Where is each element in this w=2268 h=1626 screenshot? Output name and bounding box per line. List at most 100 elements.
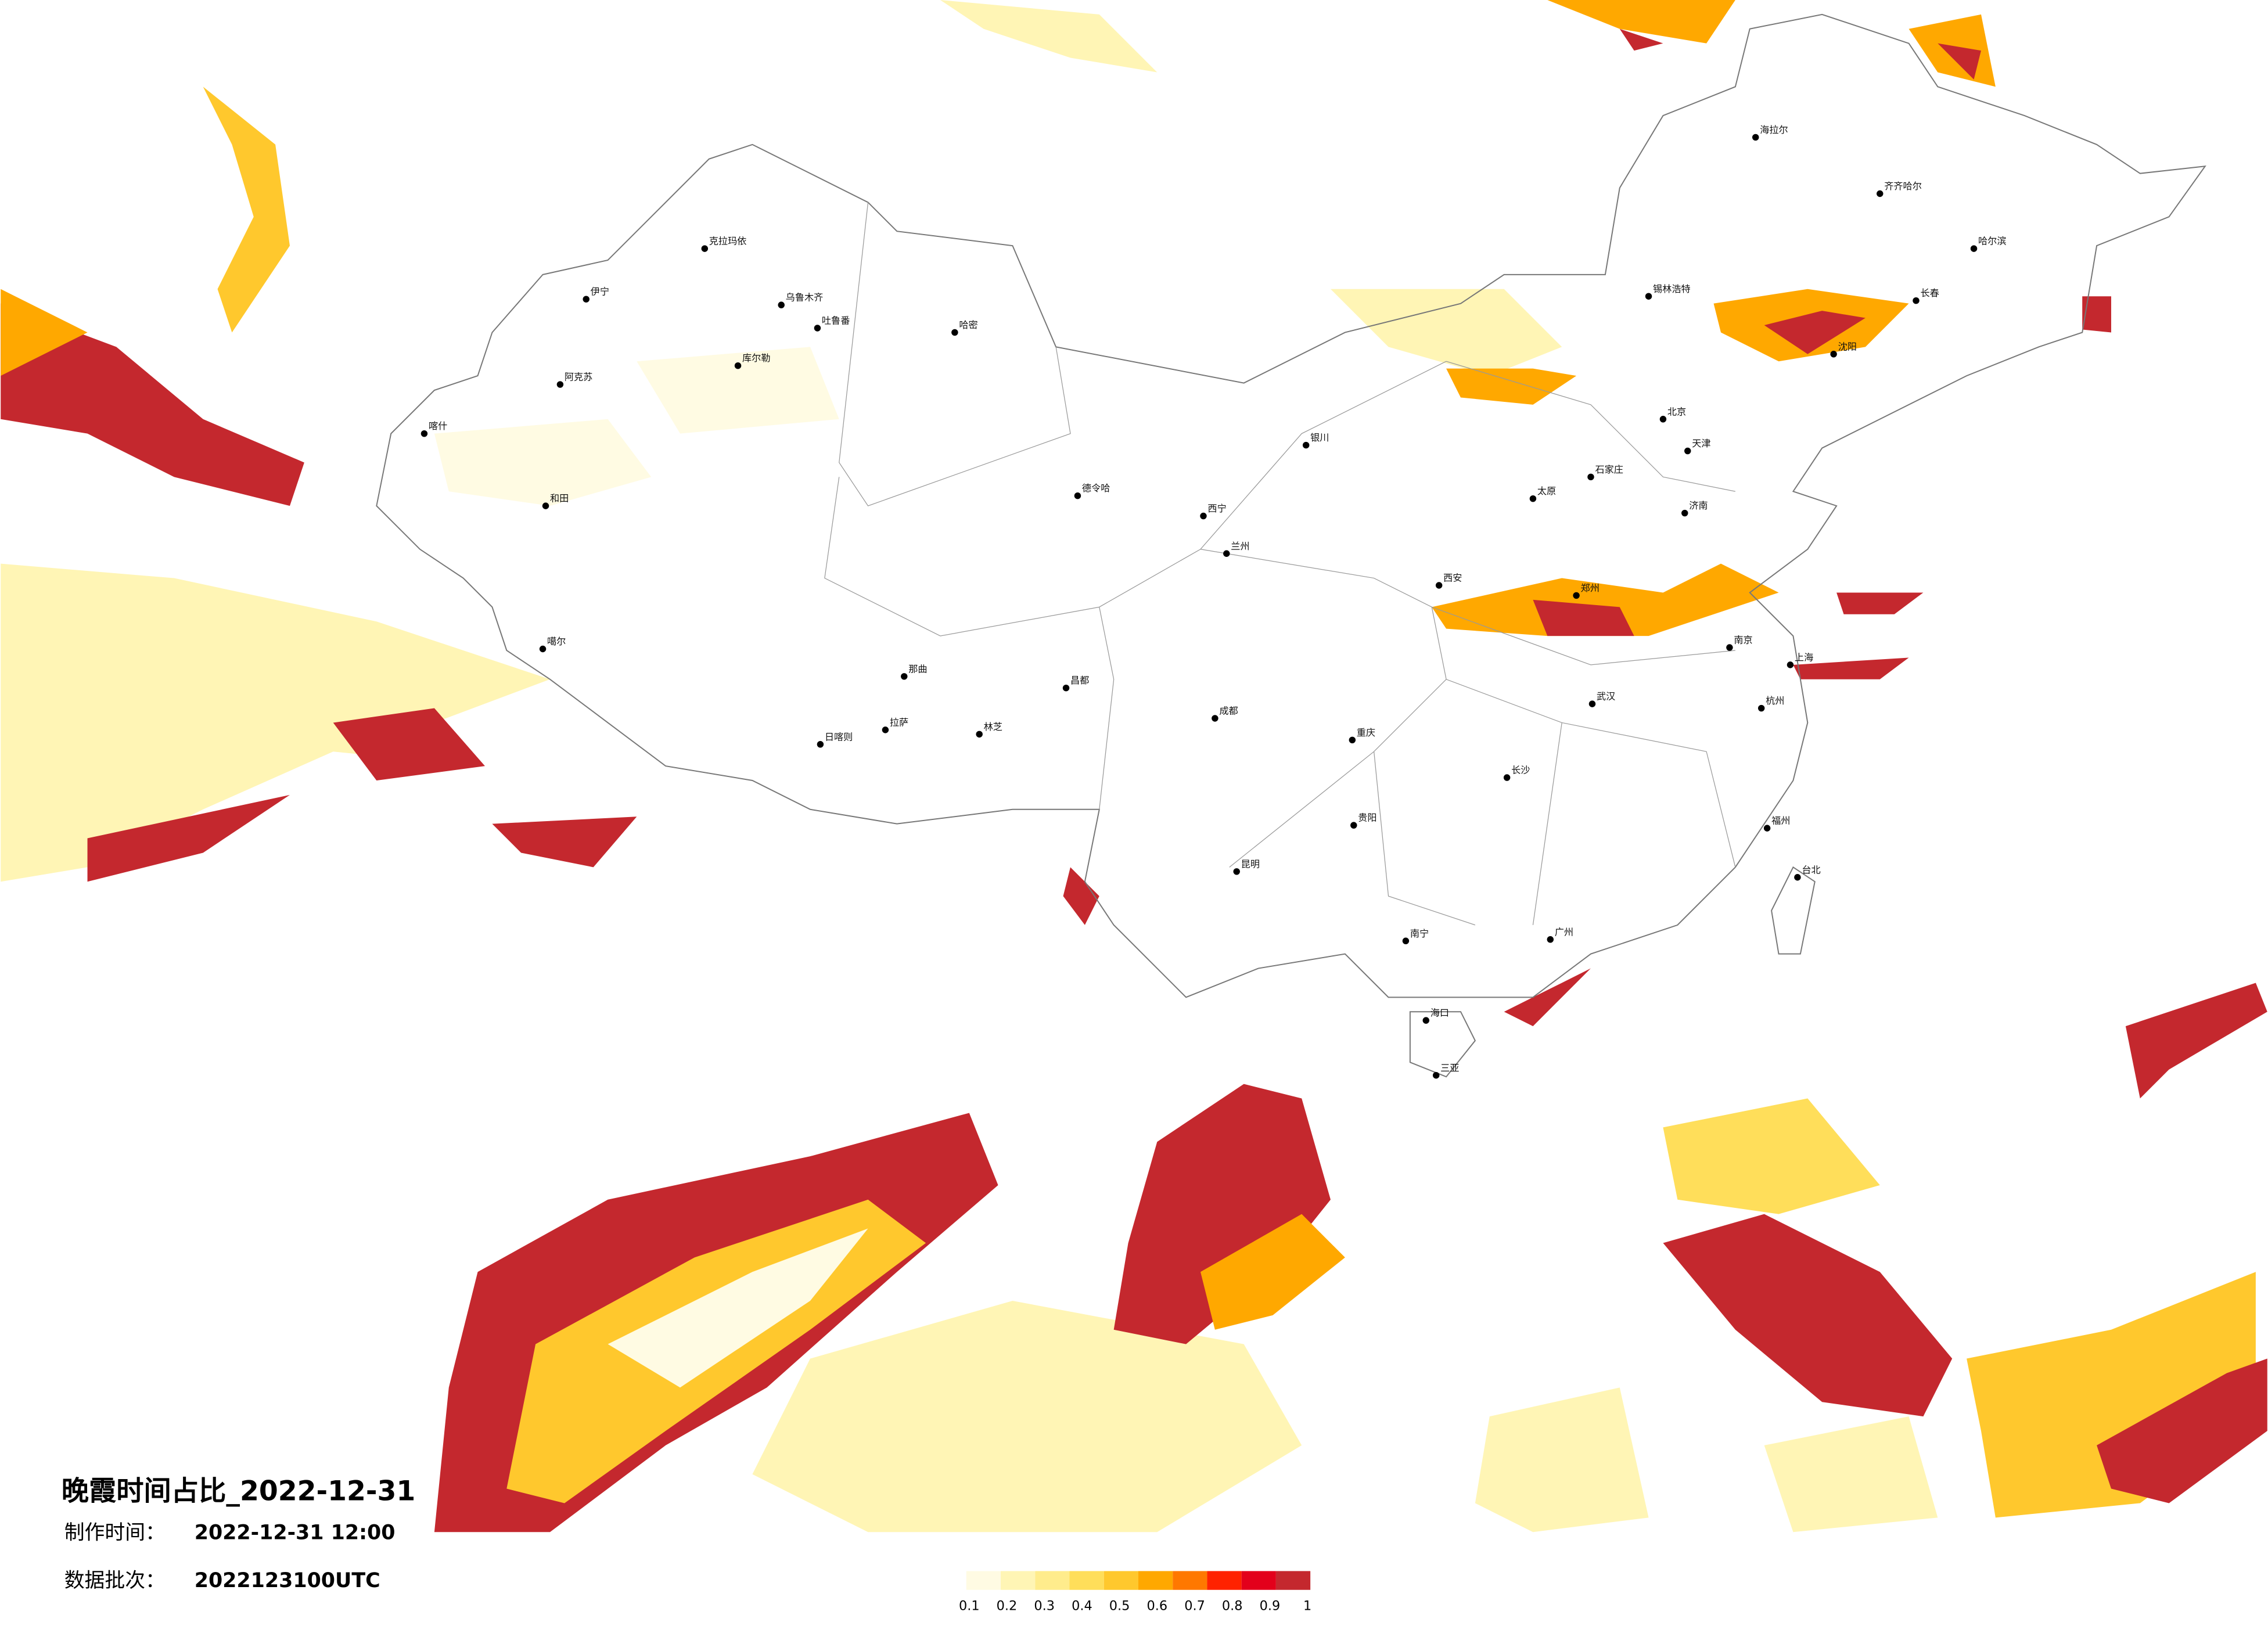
city-label: 武汉	[1597, 691, 1615, 702]
city-dot	[1074, 492, 1081, 499]
city-label: 库尔勒	[742, 352, 770, 364]
heat-area	[608, 1228, 868, 1388]
city-dot	[1877, 190, 1884, 197]
city-dot	[1529, 495, 1537, 502]
city-dot	[1681, 509, 1688, 517]
city-dot	[1763, 825, 1771, 832]
city-dot	[1547, 936, 1554, 943]
city-label: 噶尔	[547, 636, 566, 647]
city-dot	[817, 741, 824, 748]
heat-area	[1446, 368, 1577, 405]
heat-areas	[1, 0, 2267, 1533]
city-label: 拉萨	[890, 717, 908, 728]
city-dot	[1588, 700, 1596, 707]
heat-area	[1113, 1084, 1331, 1344]
city-label: 太原	[1537, 485, 1556, 497]
city-label: 兰州	[1231, 541, 1249, 552]
heat-area	[87, 708, 637, 882]
legend-tick-label: 0.5	[1109, 1599, 1130, 1614]
legend-swatch	[1138, 1571, 1173, 1590]
city-label: 齐齐哈尔	[1884, 181, 1922, 192]
city-dot	[539, 645, 547, 653]
city-dot	[1752, 134, 1759, 141]
heat-area	[2125, 983, 2267, 1099]
city-label: 哈密	[959, 319, 977, 330]
legend-tick-label: 0.6	[1147, 1599, 1168, 1614]
city-label: 广州	[1555, 926, 1573, 937]
city-label: 乌鲁木齐	[786, 292, 824, 303]
city-label: 哈尔滨	[1978, 236, 2006, 247]
city-label: 郑州	[1581, 582, 1600, 593]
city-label: 石家庄	[1595, 464, 1623, 475]
city-dot	[1913, 297, 1920, 304]
city-label: 南京	[1734, 635, 1752, 646]
city-label: 重庆	[1357, 727, 1375, 738]
heat-area	[752, 1301, 1302, 1533]
legend-swatch	[1241, 1571, 1276, 1590]
heat-area	[1200, 1214, 1345, 1330]
heat-area	[1063, 867, 1591, 1027]
heat-area	[434, 347, 839, 506]
legend-swatch	[1069, 1571, 1104, 1590]
heat-area	[1663, 1214, 1953, 1417]
legend-tick-label: 0.9	[1260, 1599, 1281, 1614]
city-label: 伊宁	[591, 286, 609, 297]
city-label: 昌都	[1070, 675, 1089, 686]
city-label: 海拉尔	[1760, 124, 1788, 135]
city-label: 长沙	[1511, 765, 1530, 776]
city-label: 锡林浩特	[1653, 283, 1691, 294]
city-label: 上海	[1795, 652, 1813, 663]
city-label: 克拉玛依	[709, 236, 747, 247]
city-label: 北京	[1667, 406, 1686, 417]
city-label: 台北	[1802, 864, 1820, 875]
legend-tick-label: 0.4	[1072, 1599, 1092, 1614]
city-label: 和田	[550, 493, 569, 504]
city-dot	[734, 362, 742, 369]
city-dot	[542, 502, 549, 509]
country-border	[376, 13, 2206, 1078]
legend-tick-label: 0.1	[959, 1599, 980, 1614]
heat-area	[1, 563, 550, 882]
city-dot	[1794, 874, 1801, 881]
city-dot	[420, 430, 428, 437]
legend: 0.1 0.2 0.3 0.4 0.5 0.6 0.7 0.8 0.9 1	[959, 1571, 1311, 1614]
legend-swatch	[1001, 1571, 1036, 1590]
city-dot	[1349, 736, 1356, 744]
city-dot	[1402, 937, 1410, 944]
city-dot	[1350, 822, 1357, 829]
city-dot	[951, 329, 958, 336]
city-label: 海口	[1430, 1008, 1449, 1019]
legend-swatch	[1104, 1571, 1138, 1590]
city-label: 喀什	[429, 420, 447, 431]
legend-tick-label: 0.7	[1184, 1599, 1205, 1614]
city-label: 贵阳	[1358, 812, 1376, 823]
heat-area	[1, 289, 88, 376]
city-dot	[1200, 512, 1207, 520]
city-dot	[1422, 1017, 1429, 1024]
heat-area	[1475, 1387, 1938, 1533]
city-label: 阿克苏	[565, 372, 592, 383]
city-dot	[1830, 351, 1837, 358]
city-label: 三亚	[1440, 1062, 1459, 1073]
city-dot	[1587, 473, 1594, 481]
city-label: 昆明	[1241, 858, 1260, 869]
city-dot	[1435, 582, 1443, 589]
city-label: 西安	[1443, 573, 1462, 584]
city-dot	[583, 296, 590, 303]
heat-area	[2097, 1358, 2267, 1503]
city-dot	[1233, 868, 1240, 875]
city-dot	[1432, 1072, 1440, 1079]
legend-swatch	[1207, 1571, 1242, 1590]
city-dot	[1659, 416, 1667, 423]
legend-swatch	[1173, 1571, 1207, 1590]
legend-swatch	[1275, 1571, 1311, 1590]
city-dot	[1062, 684, 1070, 692]
city-label: 德令哈	[1082, 483, 1110, 494]
heat-area	[1533, 592, 1924, 679]
production-time-label: 制作时间：	[64, 1521, 166, 1545]
city-label: 南宁	[1410, 928, 1429, 939]
data-batch-value: 2022123100UTC	[195, 1569, 380, 1592]
